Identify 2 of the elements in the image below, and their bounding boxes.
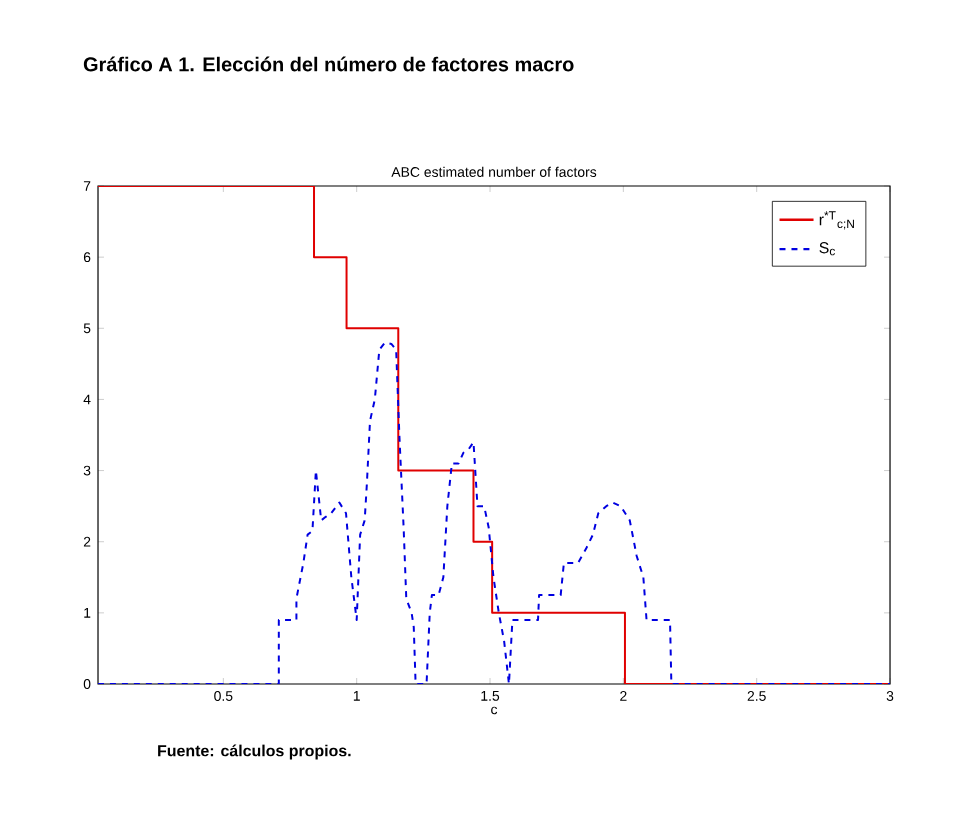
chart-title: Gráfico A 1. Elección del número de factores macro (83, 56, 574, 72)
line-series (98, 341, 891, 684)
